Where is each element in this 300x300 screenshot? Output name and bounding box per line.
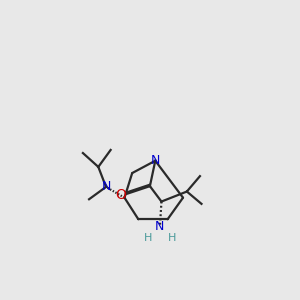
Text: N: N <box>151 154 160 167</box>
Text: N: N <box>101 180 111 194</box>
Text: H: H <box>144 233 152 243</box>
Text: O: O <box>115 188 126 202</box>
Text: N: N <box>155 220 165 233</box>
Text: H: H <box>168 233 176 243</box>
